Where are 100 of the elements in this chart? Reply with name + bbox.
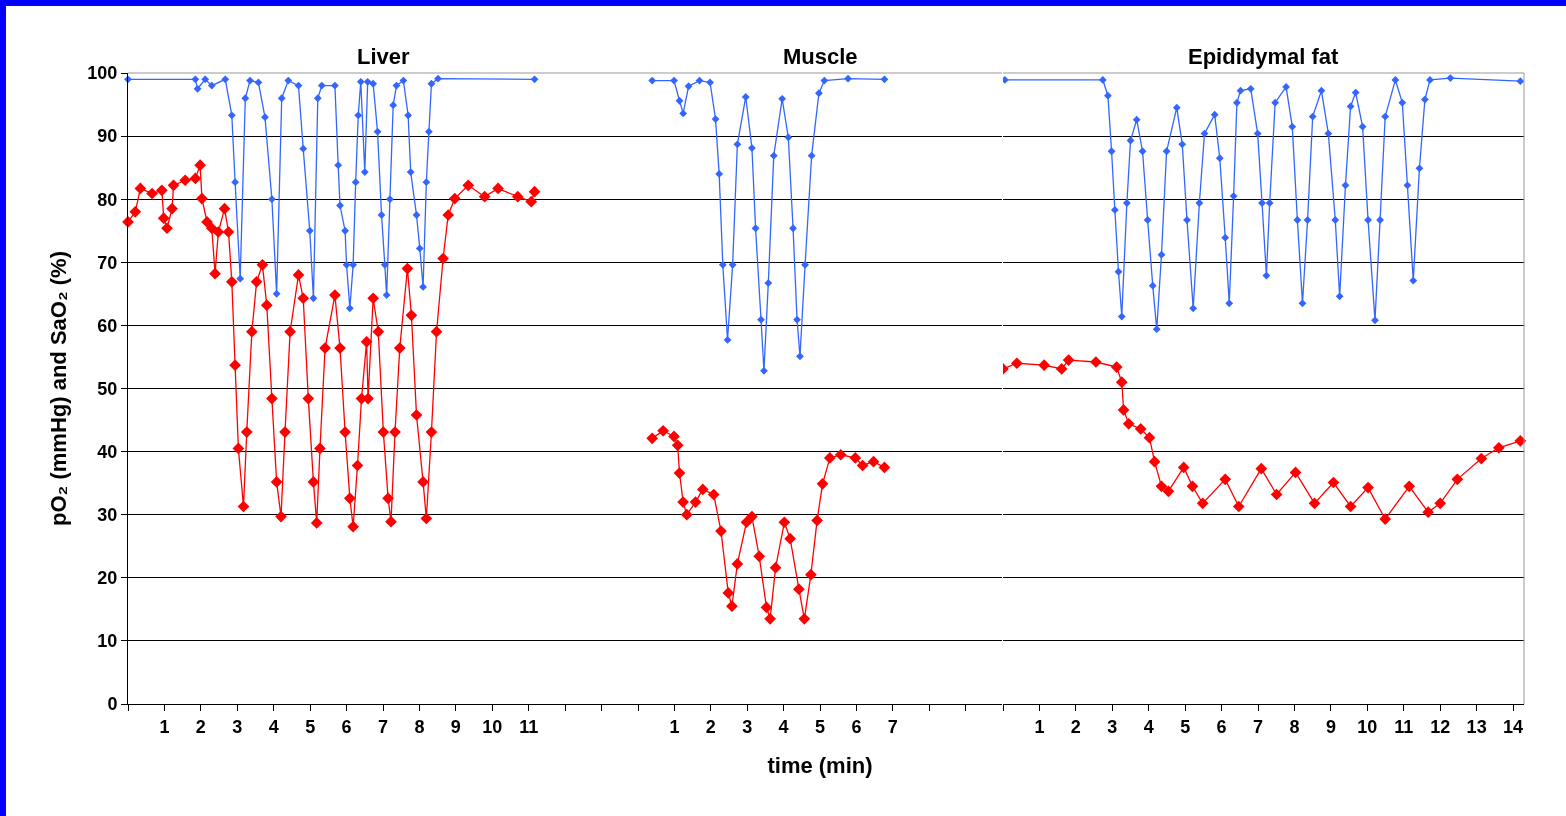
x-tick-label: 11 [519,716,539,737]
point [751,224,760,233]
y-tick-label: 60 [97,315,118,336]
x-tick-label: 9 [1325,716,1336,737]
x-tick-label: 3 [1107,716,1118,737]
point [648,76,657,85]
point [729,260,737,269]
point [193,84,202,93]
x-axis-title: time (min) [767,753,873,779]
point [726,600,739,613]
point [386,195,394,204]
point [1055,363,1068,375]
x-tick-label: 10 [482,716,503,737]
point [1289,466,1302,479]
x-tick-label: 2 [706,716,717,737]
point [1134,423,1147,435]
point [1422,506,1434,519]
point [1270,488,1283,501]
point [412,211,421,219]
point [723,336,732,344]
point [1514,435,1526,447]
point [277,94,286,103]
point [849,452,862,464]
point [880,75,889,84]
x-tick-label: 5 [305,716,316,737]
point [805,568,818,581]
point [334,161,343,170]
x-tick-label: 8 [1289,716,1300,737]
x-tick-label: 2 [195,716,206,737]
point [1110,361,1123,373]
x-tick-label: 5 [815,716,826,737]
point [1308,497,1321,510]
chart-title: Muscle [783,44,858,69]
point [380,260,389,269]
point [697,483,709,496]
point [305,226,314,235]
point [207,81,216,90]
x-tick-label: 13 [1466,716,1487,737]
point [657,424,670,437]
point [764,612,777,625]
point [392,81,401,90]
point [1115,376,1128,389]
point [331,81,339,90]
point [351,178,360,187]
point [677,496,690,508]
x-tick-label: 7 [1252,716,1263,737]
point [246,76,254,85]
point [760,601,773,614]
y-tick-label: 100 [87,63,118,84]
point [1403,480,1415,493]
y-tick-label: 20 [97,568,118,589]
point [816,477,829,490]
point [670,76,679,85]
point [748,144,757,152]
point [811,514,824,527]
point [1010,357,1023,370]
point [377,211,386,219]
point [796,352,805,361]
point [399,76,408,85]
point [404,111,413,120]
point [369,79,378,88]
point [824,452,836,464]
point [731,558,744,570]
point [317,81,326,90]
point [760,366,769,375]
point [679,109,688,118]
point [427,79,436,88]
point [231,178,239,187]
point [1361,481,1374,494]
x-tick-label: 3 [232,716,243,737]
point [764,279,773,288]
y-tick-label: 70 [97,252,118,273]
point [1117,404,1130,416]
point [221,75,230,84]
point [1148,455,1161,468]
point [299,144,308,153]
point [373,127,382,136]
point [681,508,693,521]
x-tick-label: 6 [851,716,862,737]
point [801,260,810,269]
point [336,201,344,210]
point [1155,480,1168,493]
point [784,133,793,142]
x-tick-label: 1 [1034,716,1045,737]
point [241,94,250,103]
point [415,244,424,253]
point [1186,480,1199,493]
point [201,75,210,84]
point [1196,497,1209,510]
x-tick-label: 8 [414,716,425,737]
point [272,289,281,298]
point [1232,500,1245,513]
point [778,516,791,529]
x-tick-label: 1 [669,716,680,737]
x-tick-label: 5 [1179,716,1190,737]
point [1162,485,1175,498]
point [867,455,880,468]
point [422,178,431,187]
point [793,315,802,324]
point [740,516,753,529]
